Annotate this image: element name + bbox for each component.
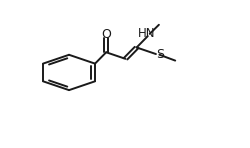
Text: S: S (156, 48, 164, 61)
Text: HN: HN (138, 27, 156, 40)
Text: O: O (101, 28, 111, 41)
